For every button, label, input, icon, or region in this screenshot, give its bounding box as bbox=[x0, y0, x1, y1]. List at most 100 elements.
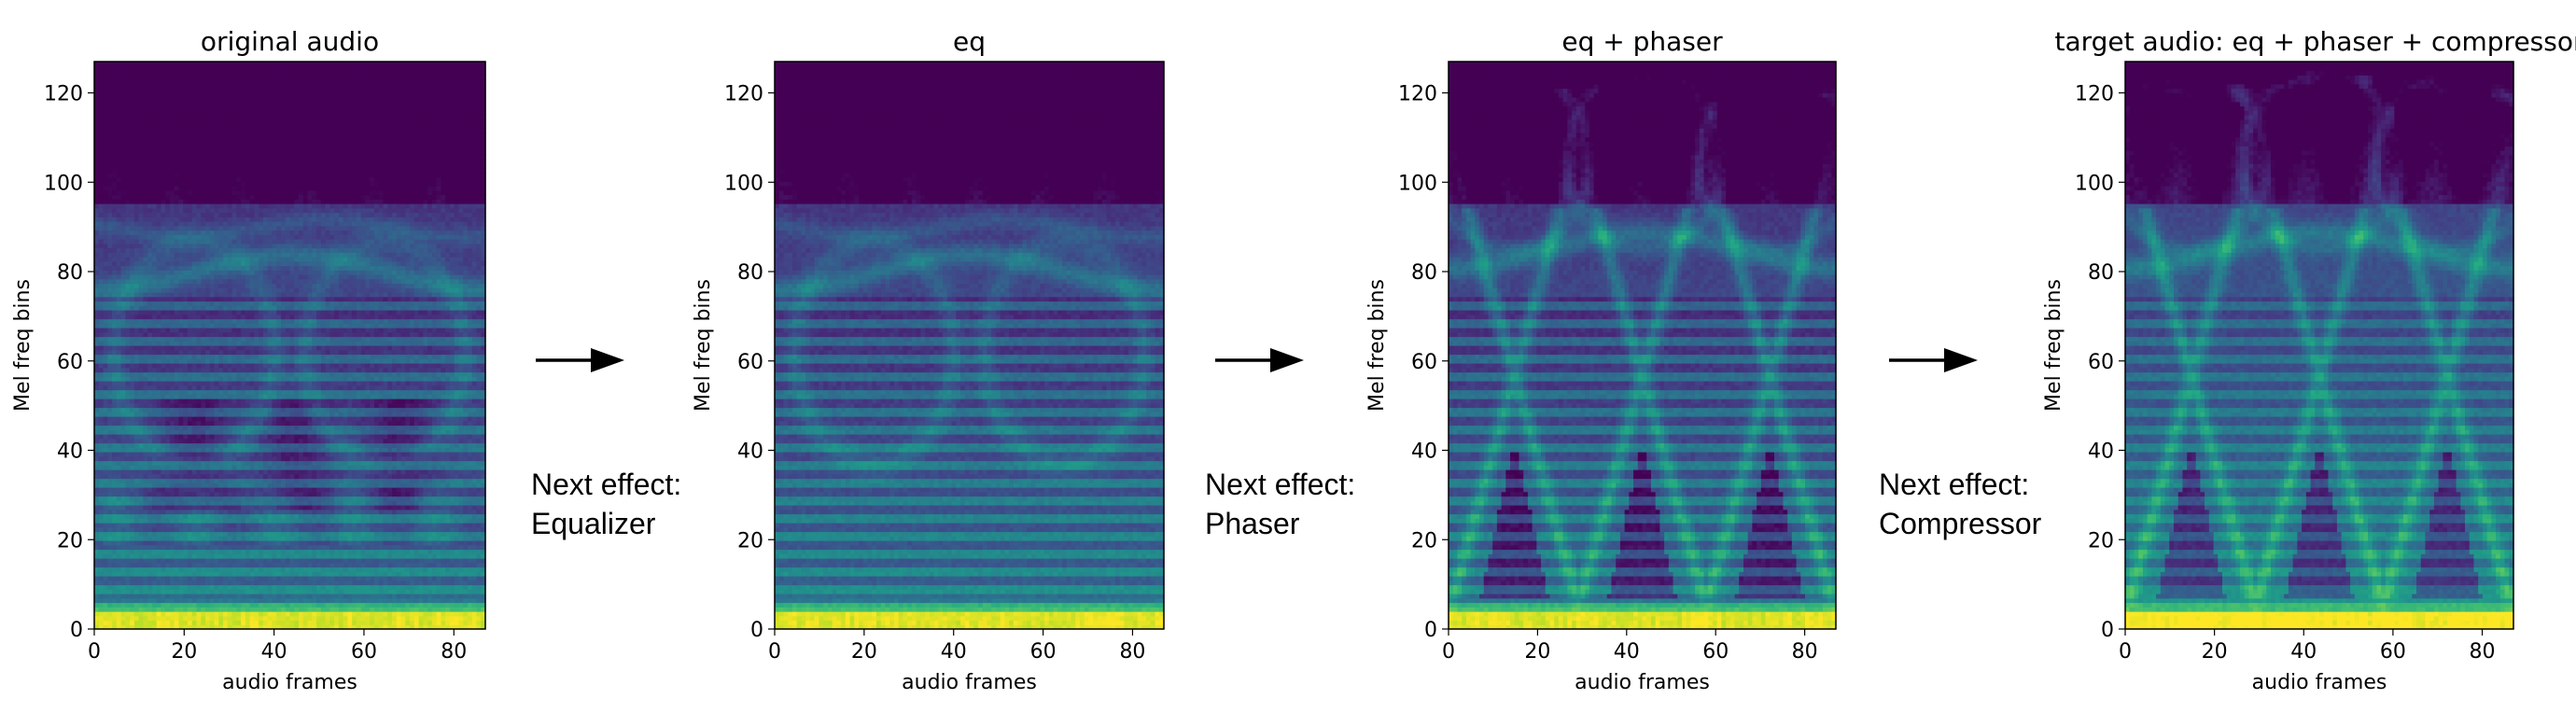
spectrogram-cell bbox=[178, 616, 183, 621]
spectrogram-cell bbox=[365, 580, 370, 585]
spectrogram-cell bbox=[121, 611, 126, 616]
spectrogram-cell bbox=[334, 621, 339, 625]
spectrogram-cell bbox=[379, 611, 384, 616]
spectrogram-cell bbox=[215, 607, 219, 611]
spectrogram-cell bbox=[125, 621, 130, 625]
spectrogram-cell bbox=[308, 580, 313, 585]
spectrogram-cell bbox=[334, 594, 339, 598]
spectrogram-cell bbox=[268, 594, 273, 598]
spectrogram-cell bbox=[215, 611, 219, 616]
spectrogram-cell bbox=[152, 580, 157, 585]
spectrogram-cell bbox=[441, 585, 445, 590]
spectrogram-cell bbox=[152, 589, 157, 594]
spectrogram-cell bbox=[205, 621, 210, 625]
spectrogram-cell bbox=[374, 580, 379, 585]
spectrogram-cell bbox=[178, 598, 183, 603]
spectrogram-cell bbox=[458, 598, 463, 603]
spectrogram-cell bbox=[210, 616, 215, 621]
spectrogram-cell bbox=[370, 611, 374, 616]
spectrogram-cell bbox=[130, 585, 134, 590]
spectrogram-cell bbox=[263, 589, 268, 594]
spectrogram-cell bbox=[357, 585, 361, 590]
spectrogram-cell bbox=[175, 611, 179, 616]
spectrogram-cell bbox=[401, 594, 406, 598]
spectrogram-cell bbox=[383, 603, 387, 608]
spectrogram-cell bbox=[183, 621, 188, 625]
spectrogram-cell bbox=[329, 585, 334, 590]
spectrogram-cell bbox=[107, 611, 112, 616]
spectrogram-cell bbox=[104, 611, 108, 616]
spectrogram-cell bbox=[215, 580, 219, 585]
spectrogram-cell bbox=[205, 603, 210, 608]
spectrogram-cell bbox=[236, 621, 241, 625]
spectrogram-cell bbox=[147, 576, 152, 580]
spectrogram-cell bbox=[352, 589, 357, 594]
spectrogram-cell bbox=[357, 589, 361, 594]
spectrogram-cell bbox=[272, 616, 276, 621]
spectrogram-cell bbox=[427, 616, 432, 621]
spectrogram-cell bbox=[223, 607, 228, 611]
spectrogram-cell bbox=[170, 576, 175, 580]
spectrogram-cell bbox=[112, 594, 117, 598]
spectrogram-cell bbox=[343, 585, 348, 590]
spectrogram-cell bbox=[183, 598, 188, 603]
spectrogram-cell bbox=[197, 616, 202, 621]
spectrogram-cell bbox=[326, 611, 330, 616]
spectrogram-cell bbox=[365, 603, 370, 608]
spectrogram-cell bbox=[357, 598, 361, 603]
spectrogram-cell bbox=[210, 589, 215, 594]
spectrogram-cell bbox=[286, 580, 290, 585]
spectrogram-cell bbox=[468, 580, 472, 585]
spectrogram-cell bbox=[419, 616, 424, 621]
spectrogram-cell bbox=[250, 589, 255, 594]
spectrogram-cell bbox=[125, 616, 130, 621]
spectrogram-cell bbox=[458, 616, 463, 621]
spectrogram-cell bbox=[286, 598, 290, 603]
spectrogram-cell bbox=[343, 580, 348, 585]
spectrogram-cell bbox=[445, 585, 450, 590]
spectrogram-cell bbox=[401, 580, 406, 585]
spectrogram-cell bbox=[241, 589, 245, 594]
spectrogram-cell bbox=[437, 616, 441, 621]
spectrogram-cell bbox=[99, 580, 104, 585]
spectrogram-cell bbox=[308, 589, 313, 594]
spectrogram-cell bbox=[432, 594, 437, 598]
spectrogram-cell bbox=[347, 621, 352, 625]
spectrogram-cell bbox=[268, 598, 273, 603]
spectrogram-cell bbox=[414, 603, 419, 608]
spectrogram-cell bbox=[139, 611, 144, 616]
spectrogram-cell bbox=[405, 603, 410, 608]
spectrogram-cell bbox=[250, 594, 255, 598]
spectrogram-cell bbox=[472, 616, 477, 621]
spectrogram-cell bbox=[387, 598, 392, 603]
spectrogram-cell bbox=[427, 598, 432, 603]
spectrogram-cell bbox=[387, 616, 392, 621]
spectrogram-cell bbox=[455, 598, 459, 603]
spectrogram-cell bbox=[104, 621, 108, 625]
spectrogram-cell bbox=[157, 621, 161, 625]
spectrogram-cell bbox=[294, 594, 299, 598]
spectrogram-cell bbox=[259, 589, 263, 594]
spectrogram-cell bbox=[170, 580, 175, 585]
spectrogram-cell bbox=[472, 621, 477, 625]
spectrogram-cell bbox=[476, 580, 481, 585]
spectrogram-cell bbox=[188, 603, 192, 608]
spectrogram-cell bbox=[321, 580, 326, 585]
spectrogram-cell bbox=[445, 580, 450, 585]
spectrogram-cell bbox=[99, 576, 104, 580]
spectrogram-cell bbox=[107, 594, 112, 598]
spectrogram-cell bbox=[472, 585, 477, 590]
spectrogram-cell bbox=[263, 603, 268, 608]
spectrogram-cell bbox=[192, 603, 197, 608]
spectrogram-cell bbox=[476, 607, 481, 611]
spectrogram-cell bbox=[437, 621, 441, 625]
spectrogram-cell bbox=[223, 576, 228, 580]
spectrogram-cell bbox=[312, 589, 316, 594]
spectrogram-cell bbox=[268, 616, 273, 621]
spectrogram-cell bbox=[352, 603, 357, 608]
spectrogram-cell bbox=[352, 598, 357, 603]
spectrogram-cell bbox=[254, 594, 259, 598]
spectrogram-cell bbox=[334, 585, 339, 590]
spectrogram-cell bbox=[143, 621, 147, 625]
